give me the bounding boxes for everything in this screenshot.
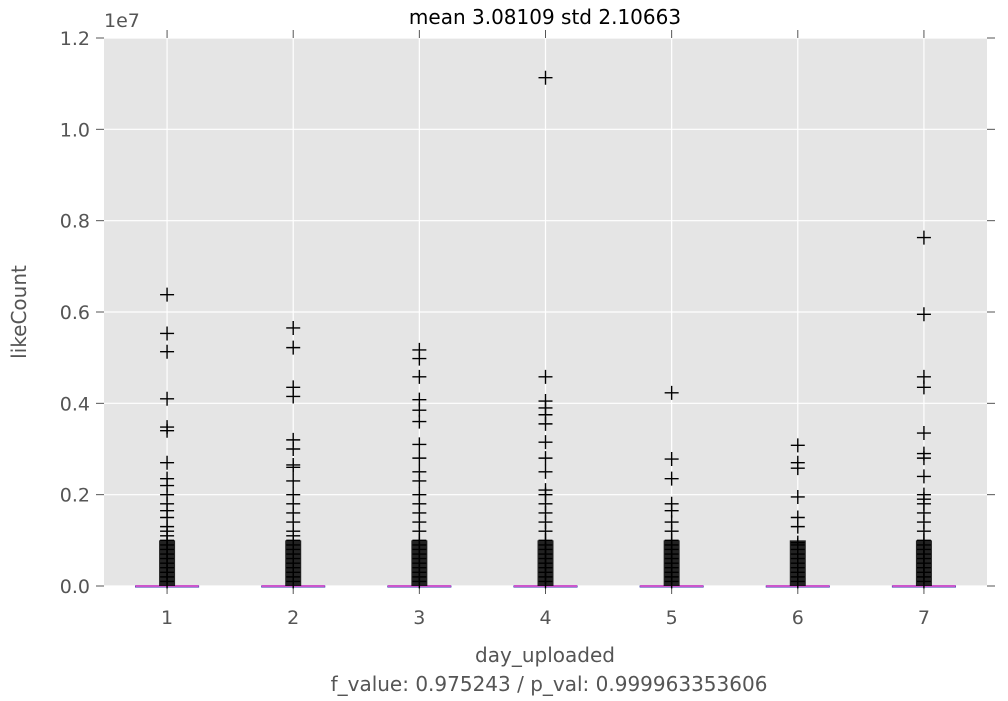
outlier-marker: [160, 326, 175, 341]
outlier-marker: [160, 344, 175, 359]
y-tick-labels: 0.0 0.2 0.4 0.6 0.8 1.0 1.2: [60, 28, 90, 598]
box-group-1: [135, 287, 200, 589]
outlier-marker: [790, 574, 805, 589]
outlier-marker: [286, 473, 301, 488]
outlier-marker: [412, 574, 427, 589]
outlier-marker: [160, 287, 175, 302]
outlier-marker: [916, 230, 931, 245]
outlier-marker: [538, 574, 553, 589]
outlier-marker: [538, 369, 553, 384]
x-tick-label: 1: [161, 607, 173, 629]
outlier-marker: [412, 414, 427, 429]
outlier-marker: [664, 471, 679, 486]
outlier-marker: [538, 435, 553, 450]
outlier-marker: [286, 574, 301, 589]
outlier-marker: [160, 455, 175, 470]
outlier-marker: [286, 389, 301, 404]
outlier-marker: [916, 426, 931, 441]
outlier-marker: [286, 442, 301, 456]
x-tick-label: 2: [287, 607, 299, 629]
box-series: [135, 70, 956, 589]
outlier-marker: [916, 574, 931, 589]
outlier-marker: [412, 437, 427, 452]
outlier-marker: [412, 351, 427, 366]
y-tick-label: 0.0: [60, 576, 90, 598]
outlier-marker: [286, 460, 301, 475]
outlier-marker: [286, 320, 301, 335]
outlier-marker: [664, 385, 679, 400]
outlier-marker: [790, 519, 805, 534]
outlier-marker: [538, 416, 553, 431]
outlier-marker: [412, 451, 427, 466]
outlier-marker: [538, 70, 553, 85]
outlier-marker: [160, 574, 175, 589]
outlier-marker: [790, 489, 805, 504]
box-group-5: [639, 385, 704, 589]
x-tick-label: 3: [413, 607, 425, 629]
chart-title: mean 3.08109 std 2.10663: [409, 5, 681, 29]
x-tick-label: 6: [792, 607, 804, 629]
box-group-7: [891, 230, 956, 589]
chart-footnote: f_value: 0.975243 / p_val: 0.99996335360…: [331, 672, 768, 696]
outlier-marker: [916, 451, 931, 466]
outlier-marker: [790, 438, 805, 453]
x-axis-label: day_uploaded: [475, 643, 615, 667]
x-tick-label: 5: [666, 607, 678, 629]
outlier-marker: [286, 340, 301, 355]
outlier-marker: [916, 469, 931, 484]
y-tick-label: 0.4: [60, 393, 90, 415]
outlier-marker: [412, 369, 427, 384]
outlier-marker: [664, 574, 679, 589]
y-tick-label: 0.8: [60, 211, 90, 233]
x-tick-label: 7: [918, 607, 930, 629]
outlier-marker: [160, 391, 175, 406]
outlier-marker: [916, 307, 931, 322]
outlier-marker: [916, 380, 931, 395]
box-group-2: [261, 320, 326, 589]
outlier-marker: [412, 473, 427, 488]
box-group-4: [513, 70, 578, 589]
outlier-marker: [538, 451, 553, 466]
y-offset-label: 1e7: [104, 10, 140, 32]
outlier-marker: [664, 452, 679, 467]
outlier-marker: [160, 423, 175, 438]
axis-ticks: [96, 30, 995, 594]
box-group-6: [765, 438, 830, 589]
y-tick-label: 1.0: [60, 119, 90, 141]
outlier-marker: [538, 464, 553, 479]
box-group-3: [387, 342, 452, 589]
y-tick-label: 0.2: [60, 485, 90, 507]
x-tick-labels: 1 2 3 4 5 6 7: [161, 607, 930, 629]
y-tick-label: 0.6: [60, 302, 90, 324]
outlier-marker: [790, 461, 805, 476]
y-axis-label: likeCount: [7, 265, 31, 359]
y-tick-label: 1.2: [60, 28, 90, 50]
x-tick-label: 4: [539, 607, 551, 629]
